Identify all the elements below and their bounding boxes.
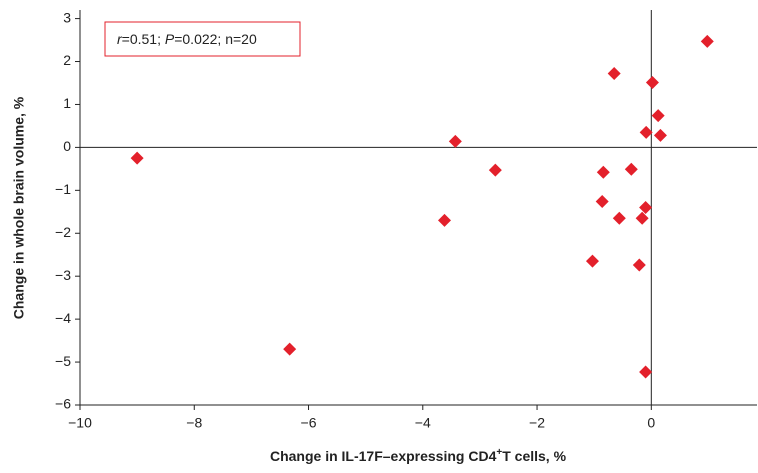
annotation-part: r: [117, 31, 123, 47]
y-tick-label: 2: [63, 52, 71, 68]
y-tick-label: −3: [55, 267, 71, 283]
y-tick-label: 0: [63, 138, 71, 154]
y-tick-label: −4: [55, 310, 71, 326]
point: [437, 213, 451, 227]
x-tick-label: −8: [186, 415, 202, 431]
point: [448, 134, 462, 148]
x-tick-label: −4: [415, 415, 431, 431]
point: [585, 254, 599, 268]
point: [653, 128, 667, 142]
point: [612, 211, 626, 225]
y-tick-label: −1: [55, 181, 71, 197]
y-axis-title: Change in whole brain volume, %: [11, 96, 27, 319]
annotation: r=0.51; P=0.022; n=20: [117, 31, 257, 47]
x-title-part: T cells, %: [502, 448, 566, 464]
x-tick-label: −6: [301, 415, 317, 431]
point: [595, 194, 609, 208]
annotation-part: P: [165, 31, 175, 47]
x-tick-label: −10: [68, 415, 92, 431]
y-tick-label: −6: [55, 396, 71, 412]
point: [283, 342, 297, 356]
point: [624, 162, 638, 176]
annotation-part: =0.51;: [122, 31, 165, 47]
x-tick-label: −2: [529, 415, 545, 431]
annotation-box: [104, 21, 301, 57]
point: [607, 67, 621, 81]
y-tick-label: 1: [63, 95, 71, 111]
point: [651, 109, 665, 123]
annotation-part: =0.022; n=20: [174, 31, 257, 47]
point: [596, 165, 610, 179]
point: [700, 34, 714, 48]
x-title-part: +: [496, 447, 502, 458]
x-axis-title: Change in IL-17F–expressing CD4+T cells,…: [270, 447, 567, 464]
point: [130, 151, 144, 165]
point: [639, 201, 653, 214]
point: [632, 258, 646, 272]
y-tick-label: −5: [55, 353, 71, 369]
x-title-part: Change in IL-17F–expressing CD4: [270, 448, 497, 464]
point: [639, 365, 653, 379]
x-tick-label: 0: [647, 415, 655, 431]
point: [488, 163, 502, 177]
point: [645, 76, 659, 90]
y-tick-label: −2: [55, 224, 71, 240]
point: [635, 211, 649, 225]
point: [639, 125, 653, 139]
y-tick-label: 3: [63, 9, 71, 25]
